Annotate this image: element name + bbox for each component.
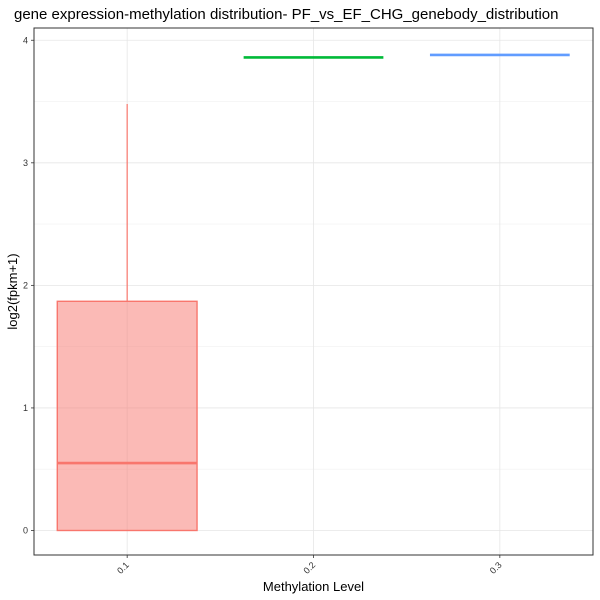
box-0.1: [56, 103, 198, 532]
x-axis-title: Methylation Level: [263, 579, 364, 594]
y-tick-label: 4: [23, 35, 28, 45]
y-tick-label: 1: [23, 403, 28, 413]
y-axis-title: log2(fpkm+1): [5, 253, 20, 329]
y-tick-label: 3: [23, 158, 28, 168]
boxes: [56, 53, 570, 532]
y-tick-label: 0: [23, 525, 28, 535]
box-body: [56, 300, 198, 532]
chart-title: gene expression-methylation distribution…: [14, 6, 558, 23]
y-tick-label: 2: [23, 280, 28, 290]
